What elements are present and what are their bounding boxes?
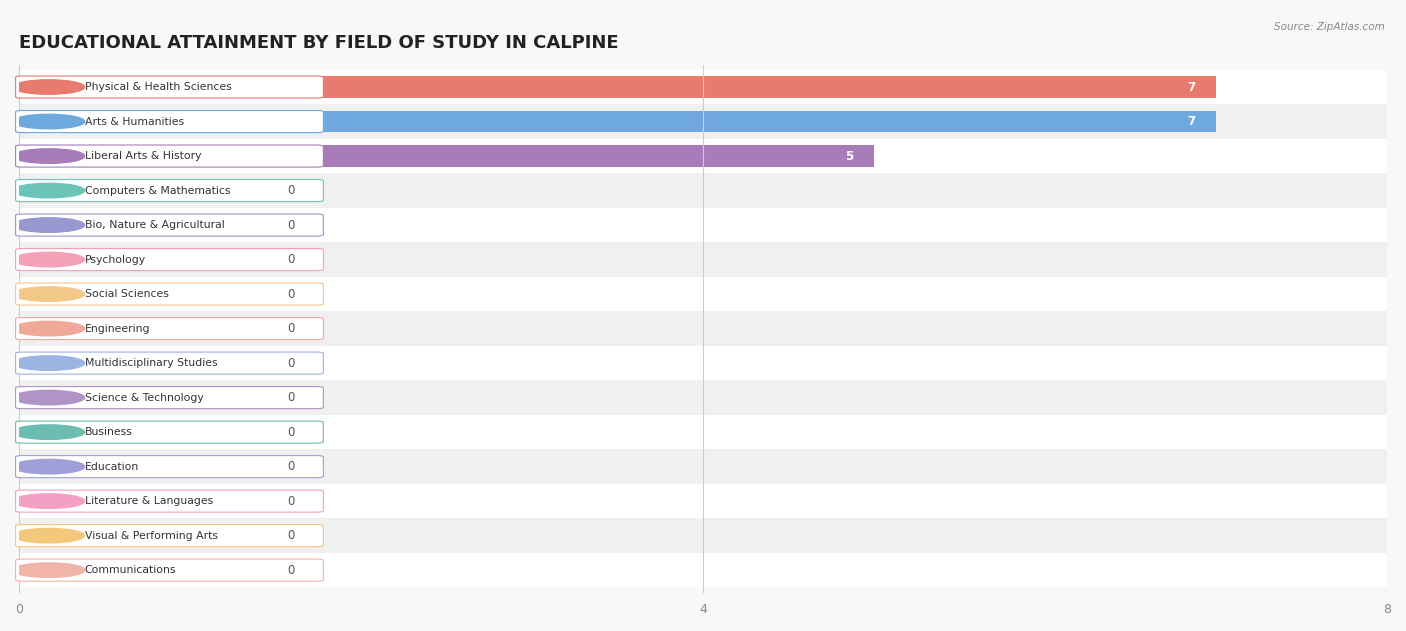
Bar — [20, 415, 1386, 449]
Bar — [20, 277, 1386, 311]
FancyBboxPatch shape — [15, 179, 323, 201]
Circle shape — [13, 252, 84, 267]
Text: Psychology: Psychology — [84, 254, 146, 264]
Bar — [20, 553, 1386, 587]
Text: 0: 0 — [287, 184, 295, 197]
Text: Business: Business — [84, 427, 132, 437]
FancyBboxPatch shape — [15, 214, 323, 236]
Circle shape — [13, 459, 84, 474]
Bar — [20, 145, 875, 167]
Circle shape — [13, 321, 84, 336]
Text: Social Sciences: Social Sciences — [84, 289, 169, 299]
Bar — [20, 174, 1386, 208]
FancyBboxPatch shape — [15, 352, 323, 374]
Circle shape — [13, 425, 84, 439]
Bar — [20, 519, 1386, 553]
Text: 0: 0 — [287, 288, 295, 300]
Bar — [20, 380, 1386, 415]
Text: Liberal Arts & History: Liberal Arts & History — [84, 151, 201, 161]
Text: 0: 0 — [287, 495, 295, 507]
Bar — [20, 111, 1216, 133]
Text: 0: 0 — [287, 426, 295, 439]
Bar — [20, 208, 1386, 242]
Text: Bio, Nature & Agricultural: Bio, Nature & Agricultural — [84, 220, 225, 230]
Bar — [20, 490, 276, 512]
Bar — [20, 283, 276, 305]
Text: Visual & Performing Arts: Visual & Performing Arts — [84, 531, 218, 541]
Text: 0: 0 — [287, 563, 295, 577]
Bar — [20, 456, 276, 477]
Text: Communications: Communications — [84, 565, 176, 575]
Circle shape — [13, 218, 84, 232]
Text: Computers & Mathematics: Computers & Mathematics — [84, 186, 231, 196]
Bar — [20, 70, 1386, 104]
Text: Science & Technology: Science & Technology — [84, 392, 204, 403]
FancyBboxPatch shape — [15, 490, 323, 512]
Circle shape — [13, 563, 84, 577]
Text: Multidisciplinary Studies: Multidisciplinary Studies — [84, 358, 218, 368]
Text: 0: 0 — [287, 218, 295, 232]
Circle shape — [13, 287, 84, 302]
Text: Literature & Languages: Literature & Languages — [84, 496, 212, 506]
Bar — [20, 249, 276, 270]
Bar — [20, 318, 276, 339]
Circle shape — [13, 149, 84, 163]
Bar — [20, 76, 1216, 98]
FancyBboxPatch shape — [15, 387, 323, 409]
Bar — [20, 387, 276, 408]
Text: 7: 7 — [1187, 81, 1195, 93]
Bar — [20, 525, 276, 546]
FancyBboxPatch shape — [15, 249, 323, 271]
FancyBboxPatch shape — [15, 456, 323, 478]
Bar — [20, 139, 1386, 174]
FancyBboxPatch shape — [15, 524, 323, 546]
Bar — [20, 560, 276, 581]
Bar — [20, 346, 1386, 380]
FancyBboxPatch shape — [15, 283, 323, 305]
Text: 0: 0 — [287, 322, 295, 335]
Bar — [20, 449, 1386, 484]
Text: 0: 0 — [287, 460, 295, 473]
Text: 0: 0 — [287, 529, 295, 542]
Circle shape — [13, 114, 84, 129]
FancyBboxPatch shape — [15, 76, 323, 98]
Bar — [20, 215, 276, 236]
Text: 7: 7 — [1187, 115, 1195, 128]
Bar — [20, 242, 1386, 277]
Text: Physical & Health Sciences: Physical & Health Sciences — [84, 82, 232, 92]
FancyBboxPatch shape — [15, 145, 323, 167]
Text: 0: 0 — [287, 391, 295, 404]
Bar — [20, 311, 1386, 346]
Bar — [20, 484, 1386, 519]
Circle shape — [13, 356, 84, 370]
Text: Arts & Humanities: Arts & Humanities — [84, 117, 184, 127]
Circle shape — [13, 528, 84, 543]
FancyBboxPatch shape — [15, 559, 323, 581]
Text: 0: 0 — [287, 253, 295, 266]
Circle shape — [13, 80, 84, 94]
Text: Source: ZipAtlas.com: Source: ZipAtlas.com — [1274, 22, 1385, 32]
Bar — [20, 352, 276, 374]
Circle shape — [13, 184, 84, 198]
Text: 5: 5 — [845, 150, 853, 163]
FancyBboxPatch shape — [15, 421, 323, 443]
Text: 0: 0 — [287, 357, 295, 370]
Text: EDUCATIONAL ATTAINMENT BY FIELD OF STUDY IN CALPINE: EDUCATIONAL ATTAINMENT BY FIELD OF STUDY… — [20, 34, 619, 52]
Circle shape — [13, 391, 84, 405]
FancyBboxPatch shape — [15, 110, 323, 133]
Bar — [20, 422, 276, 443]
FancyBboxPatch shape — [15, 317, 323, 339]
Bar — [20, 180, 276, 201]
Circle shape — [13, 494, 84, 509]
Bar — [20, 104, 1386, 139]
Text: Engineering: Engineering — [84, 324, 150, 334]
Text: Education: Education — [84, 462, 139, 471]
